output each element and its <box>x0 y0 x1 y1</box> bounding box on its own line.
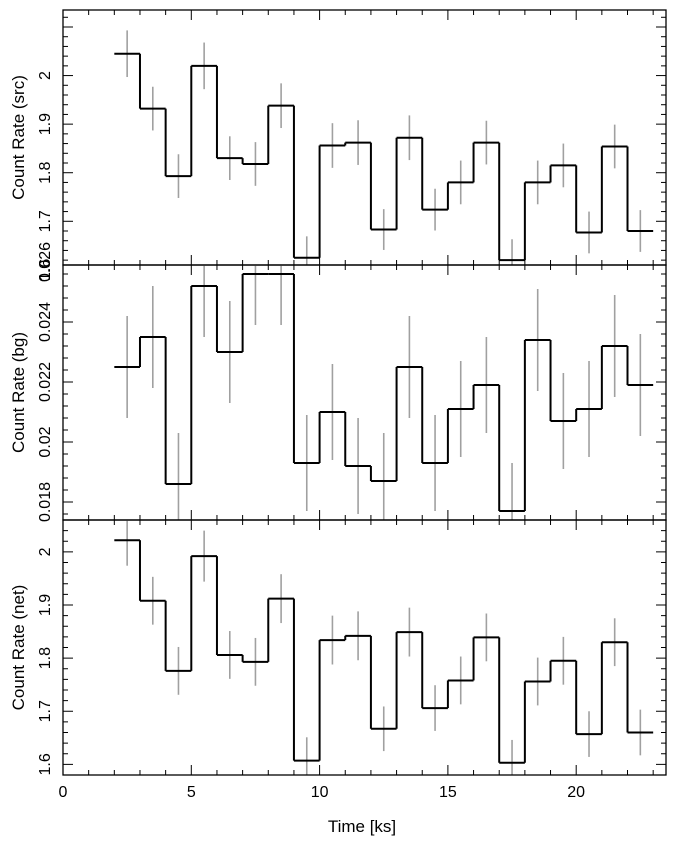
x-tick-label: 20 <box>567 784 585 801</box>
y-tick-label: 1.7 <box>37 700 54 722</box>
panel-1: 1.6 1.7 1.8 1.9 2 Count Rate (src) <box>9 9 667 281</box>
x-ticks <box>62 520 654 775</box>
y-axis-label: Count Rate (net) <box>9 585 28 711</box>
y-tick-label: 0.026 <box>37 242 54 282</box>
y-axis-label: Count Rate (bg) <box>9 332 28 453</box>
y-axis: 0.018 0.02 0.022 0.024 0.026 <box>37 242 666 522</box>
y-tick-label: 2 <box>37 71 54 80</box>
step-series <box>114 52 654 262</box>
x-tick-label: 0 <box>59 784 68 801</box>
x-tick-label: 15 <box>439 784 457 801</box>
panel-2: 0.018 0.02 0.022 0.024 0.026 Count Rate (bg) <box>9 242 667 522</box>
y-tick-label: 0.024 <box>37 302 54 342</box>
y-tick-label: 2 <box>37 547 54 556</box>
y-axis: 1.6 1.7 1.8 1.9 2 <box>37 16 666 281</box>
y-tick-label: 1.8 <box>37 647 54 669</box>
y-tick-label: 1.6 <box>37 753 54 775</box>
x-tick-label: 10 <box>311 784 329 801</box>
y-axis-label: Count Rate (src) <box>9 75 28 200</box>
step-series <box>114 539 654 764</box>
panel-frame <box>62 519 667 776</box>
y-tick-label: 1.6 <box>37 259 54 281</box>
y-tick-label: 1.8 <box>37 161 54 183</box>
error-bars <box>126 265 642 520</box>
x-tick-label: 5 <box>187 784 196 801</box>
y-tick-label: 0.018 <box>37 482 54 522</box>
y-tick-label: 1.7 <box>37 210 54 232</box>
y-tick-label: 0.02 <box>37 426 54 457</box>
panel-3: 1.6 1.7 1.8 1.9 2 Count Rate (net) <box>9 519 667 776</box>
x-ticks <box>62 10 654 265</box>
y-tick-label: 1.9 <box>37 594 54 616</box>
step-series <box>114 273 654 512</box>
x-axis-label: Time [ks] <box>328 817 396 836</box>
y-tick-label: 1.9 <box>37 113 54 135</box>
x-axis: 0 5 10 15 20 <box>59 784 586 801</box>
y-axis: 1.6 1.7 1.8 1.9 2 <box>37 519 666 776</box>
y-tick-label: 0.022 <box>37 362 54 402</box>
error-bars <box>126 30 642 265</box>
x-ticks <box>62 265 654 520</box>
